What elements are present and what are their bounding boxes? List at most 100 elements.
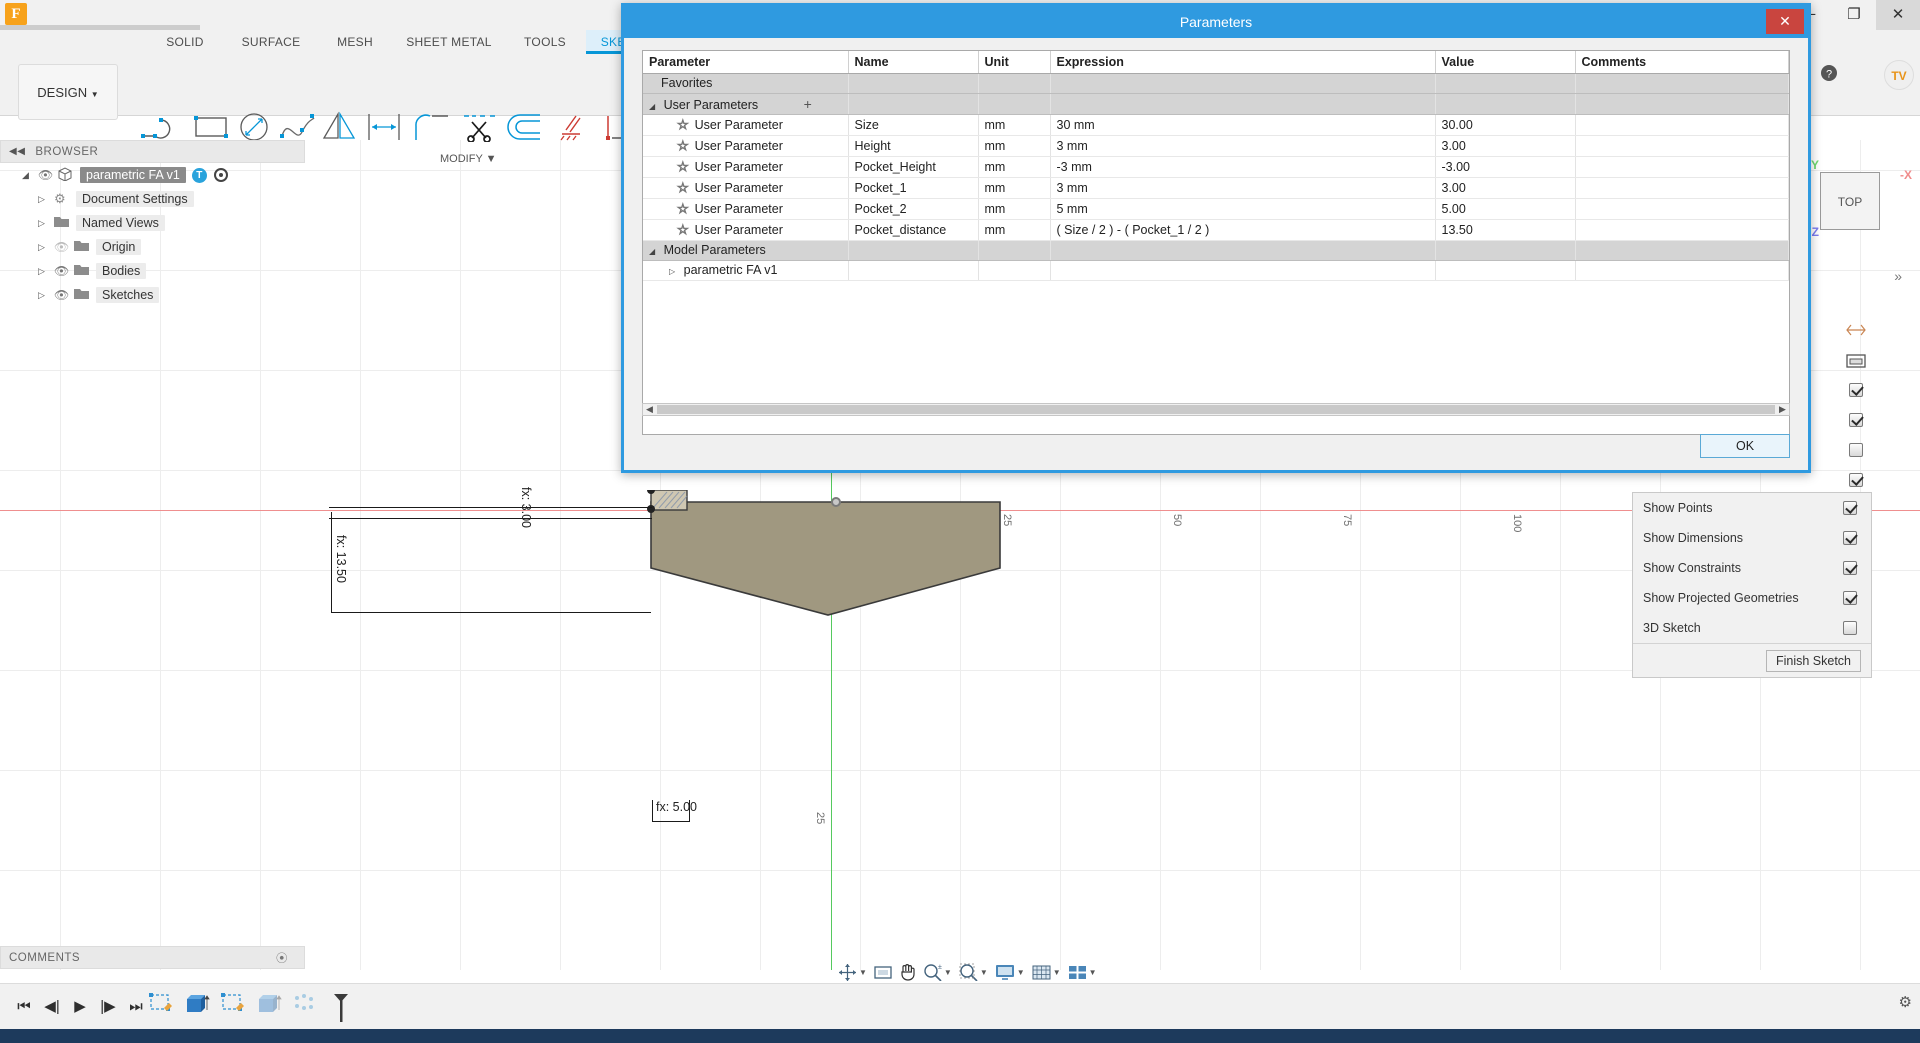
palette-option-show-points[interactable]: Show Points [1633,493,1871,523]
table-row[interactable]: ☆ User Parameter Pocket_Height mm -3 mm -… [643,156,1789,178]
cell-unit[interactable]: mm [978,114,1051,136]
zoom-window-dropdown-icon[interactable]: ▼ [979,967,988,977]
table-row[interactable]: ☆ User Parameter Height mm 3 mm 3.00 [643,135,1789,157]
favorite-star-icon[interactable]: ☆ [677,221,690,237]
cell-name[interactable]: Size [848,114,979,136]
scroll-left-arrow-icon[interactable]: ◀ [646,404,653,414]
cell-expression[interactable]: 5 mm [1050,198,1436,220]
favorite-star-icon[interactable]: ☆ [677,158,690,174]
orbit-dropdown-icon[interactable]: ▼ [859,967,867,977]
mirror-tool-icon[interactable] [320,110,360,147]
cell-comments[interactable] [1575,219,1789,241]
dialog-title-bar[interactable]: Parameters ✕ [624,6,1808,38]
collapse-panel-icon[interactable]: ◀◀ [9,146,26,157]
origin-point[interactable] [831,497,841,507]
fillet-tool-icon[interactable] [412,110,454,145]
visibility-eye-icon[interactable]: 👁 [54,288,70,302]
dimension-tool-icon[interactable] [364,110,404,147]
constraints-ground-icon[interactable] [556,112,590,147]
browser-item-bodies[interactable]: ▷ 👁 Bodies [0,259,305,283]
show-constraints-checkbox[interactable] [1843,561,1857,575]
collapse-triangle-icon[interactable]: ◢ [649,247,656,256]
table-row-user-parameters[interactable]: ◢ User Parameters + [643,93,1789,115]
rectangle-tool-icon[interactable] [192,112,232,145]
pan-icon[interactable] [897,963,918,981]
collapse-triangle-icon[interactable]: ◢ [649,101,656,111]
display-settings-icon[interactable]: ▼ [993,964,1027,981]
table-row[interactable]: ☆ User Parameter Pocket_distance mm ( Siz… [643,219,1789,241]
table-row[interactable]: ☆ User Parameter Size mm 30 mm 30.00 [643,114,1789,136]
viewports-icon[interactable]: ▼ [1066,964,1099,981]
visibility-eye-icon[interactable]: 👁 [54,264,70,278]
browser-item-named-views[interactable]: ▷ Named Views [0,211,305,235]
palette-checkbox-3[interactable] [1826,435,1886,465]
dimension-3[interactable]: fx: 3.00 [519,487,533,528]
show-projected-geometries-checkbox[interactable] [1843,591,1857,605]
cell-name[interactable]: Pocket_1 [848,177,979,199]
expand-arrow-icon[interactable]: ◢ [22,169,29,180]
play-icon[interactable]: ▶ [74,998,86,1015]
finish-sketch-button[interactable]: Finish Sketch [1765,649,1861,672]
cell-unit[interactable]: mm [978,177,1051,199]
palette-option-3d-sketch[interactable]: 3D Sketch [1633,613,1871,643]
sketch-feature-icon[interactable] [148,992,174,1016]
palette-option-show-constraints[interactable]: Show Constraints [1633,553,1871,583]
browser-item-document-settings[interactable]: ▷ ⚙ Document Settings [0,187,305,211]
cell-comments[interactable] [1575,135,1789,157]
cell-expression[interactable]: 30 mm [1050,114,1436,136]
sketch-feature-icon[interactable] [220,992,246,1016]
scrollbar-thumb[interactable] [657,405,1775,414]
favorite-star-icon[interactable]: ☆ [677,137,690,153]
modify-group-label[interactable]: MODIFY ▼ [440,153,497,165]
browser-item-sketches[interactable]: ▷ 👁 Sketches [0,283,305,307]
palette-option-show-projected-geometries[interactable]: Show Projected Geometries [1633,583,1871,613]
avatar[interactable]: TV [1884,60,1914,90]
end-marker-icon[interactable] [328,992,354,1022]
table-row[interactable]: ▷ parametric FA v1 [643,260,1789,281]
column-header-unit[interactable]: Unit [978,51,1051,74]
tab-tools[interactable]: TOOLS [524,35,566,49]
tab-mesh[interactable]: MESH [337,35,373,49]
cell-expression[interactable]: -3 mm [1050,156,1436,178]
extrude-feature-icon[interactable] [256,992,282,1016]
cell-expression[interactable]: 3 mm [1050,177,1436,199]
look-at-icon[interactable] [872,964,894,980]
parameters-table-container[interactable]: Parameter Name Unit Expression Value Com… [642,50,1790,435]
show-dimensions-checkbox[interactable] [1843,531,1857,545]
cell-comments[interactable] [1575,156,1789,178]
column-header-value[interactable]: Value [1435,51,1576,74]
model-body[interactable] [640,490,1010,710]
cell-unit[interactable]: mm [978,156,1051,178]
scroll-right-arrow-icon[interactable]: ▶ [1779,404,1786,414]
visibility-eye-icon[interactable]: 👁 [38,168,54,182]
visibility-eye-off-icon[interactable]: 👁 [54,240,70,254]
tab-solid[interactable]: SOLID [166,35,204,49]
circle-tool-icon[interactable] [236,110,272,147]
dimension-5-00[interactable]: fx: 5.00 [656,800,697,814]
tab-surface[interactable]: SURFACE [241,35,301,49]
3d-sketch-checkbox[interactable] [1843,621,1857,635]
activate-component-icon[interactable] [213,168,228,182]
line-tool-icon[interactable] [140,112,186,145]
cell-name[interactable]: Pocket_distance [848,219,979,241]
column-header-name[interactable]: Name [848,51,979,74]
comments-panel-header[interactable]: COMMENTS ⦿ [0,946,305,969]
cell-comments[interactable] [1575,114,1789,136]
zoom-dropdown-icon[interactable]: ▼ [943,967,952,977]
table-row-model-parameters[interactable]: ◢ Model Parameters [643,240,1789,261]
add-parameter-button[interactable]: + [803,95,812,112]
snapshot-icon[interactable] [1826,345,1886,375]
design-workspace-button[interactable]: DESIGN ▼ [18,64,118,120]
grid-snap-dropdown-icon[interactable]: ▼ [1052,967,1061,977]
show-points-checkbox[interactable] [1843,501,1857,515]
expand-arrow-icon[interactable]: ▷ [38,193,45,204]
table-row[interactable]: ☆ User Parameter Pocket_2 mm 5 mm 5.00 [643,198,1789,220]
expand-arrow-icon[interactable]: ▷ [38,265,45,276]
cell-name[interactable]: Pocket_2 [848,198,979,220]
cell-expression[interactable]: 3 mm [1050,135,1436,157]
palette-checkbox-2[interactable] [1826,405,1886,435]
expand-arrow-icon[interactable]: ▷ [38,289,45,300]
zoom-icon[interactable]: ± ▼ [921,963,954,981]
cell-name[interactable]: Pocket_Height [848,156,979,178]
step-forward-icon[interactable]: |▶ [100,998,116,1015]
